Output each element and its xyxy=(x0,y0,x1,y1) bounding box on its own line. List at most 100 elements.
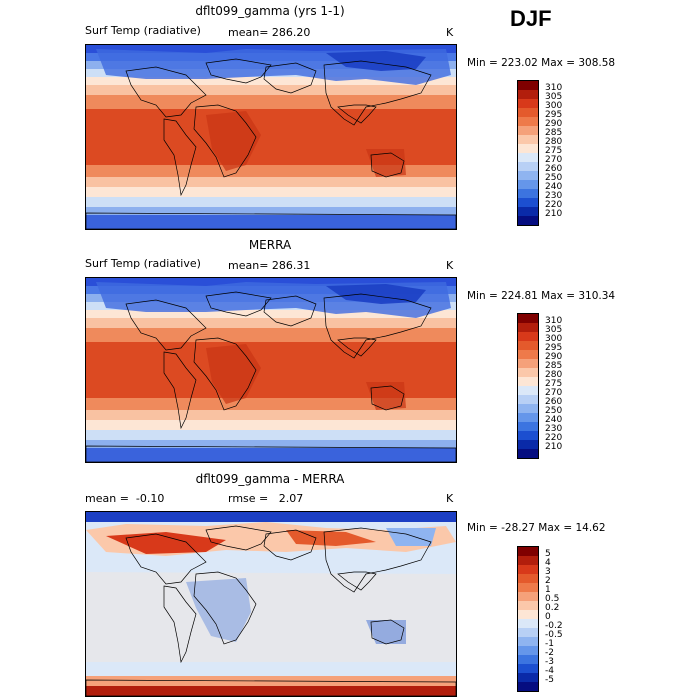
colorbar-tick-label: -5 xyxy=(545,675,554,685)
panel-2-map xyxy=(85,277,457,463)
colorbar-swatch xyxy=(518,350,538,359)
panel-3-unit: K xyxy=(446,492,454,505)
colorbar-swatch xyxy=(518,619,538,628)
colorbar-tick-label: -0.2 xyxy=(545,621,563,631)
colorbar-swatch xyxy=(518,556,538,565)
panel-1-title: dflt099_gamma (yrs 1-1) xyxy=(195,4,345,18)
colorbar-swatch xyxy=(518,395,538,404)
panel-1-map xyxy=(85,44,457,230)
colorbar-swatch xyxy=(518,377,538,386)
colorbar-swatch xyxy=(518,162,538,171)
colorbar-tick-label: 280 xyxy=(545,370,563,380)
colorbar-tick-label: 250 xyxy=(545,406,563,416)
colorbar-swatch xyxy=(518,314,538,323)
colorbar-tick-label: 300 xyxy=(545,101,563,111)
panel-2-stat-value: 286.31 xyxy=(271,259,311,272)
colorbar-tick-label: -0.5 xyxy=(545,630,563,640)
colorbar-swatch xyxy=(518,90,538,99)
colorbar-swatch xyxy=(518,323,538,332)
colorbar-swatch xyxy=(518,198,538,207)
colorbar-tick-label: 300 xyxy=(545,334,563,344)
colorbar-swatch xyxy=(518,449,538,458)
panel-3-mean-label: mean = -0.10 xyxy=(85,492,165,505)
colorbar-tick-label: 305 xyxy=(545,325,563,335)
panel-3-colorbar xyxy=(517,546,539,692)
panel-2-colorbar xyxy=(517,313,539,459)
colorbar-swatch xyxy=(518,153,538,162)
panel-1-minmax: Min = 223.02 Max = 308.58 xyxy=(467,57,616,69)
colorbar-swatch xyxy=(518,216,538,225)
colorbar-swatch xyxy=(518,628,538,637)
colorbar-tick-label: 270 xyxy=(545,388,563,398)
colorbar-swatch xyxy=(518,108,538,117)
colorbar-swatch xyxy=(518,646,538,655)
colorbar-tick-label: 3 xyxy=(545,567,551,577)
panel-2-unit: K xyxy=(446,259,454,272)
colorbar-tick-label: 295 xyxy=(545,110,563,120)
panel-2-stat-label: mean= 286.31 xyxy=(228,259,311,272)
colorbar-swatch xyxy=(518,135,538,144)
colorbar-tick-label: 285 xyxy=(545,128,563,138)
panel-2-minmax: Min = 224.81 Max = 310.34 xyxy=(467,290,616,302)
panel-3-map xyxy=(85,511,457,697)
panel-3-minmax: Min = -28.27 Max = 14.62 xyxy=(467,522,606,534)
colorbar-tick-label: 285 xyxy=(545,361,563,371)
colorbar-swatch xyxy=(518,386,538,395)
panel-3-stat-value: 2.07 xyxy=(278,492,304,505)
colorbar-tick-label: -4 xyxy=(545,666,554,676)
colorbar-tick-label: -2 xyxy=(545,648,554,658)
colorbar-tick-label: 280 xyxy=(545,137,563,147)
panel-1-stat-value: 286.20 xyxy=(271,26,311,39)
colorbar-swatch xyxy=(518,664,538,673)
colorbar-swatch xyxy=(518,431,538,440)
colorbar-tick-label: 230 xyxy=(545,191,563,201)
colorbar-tick-label: 290 xyxy=(545,119,563,129)
panel-3-title: dflt099_gamma - MERRA xyxy=(195,472,345,486)
colorbar-tick-label: 310 xyxy=(545,316,563,326)
colorbar-swatch xyxy=(518,189,538,198)
colorbar-tick-label: 275 xyxy=(545,146,563,156)
colorbar-tick-label: 0.5 xyxy=(545,594,560,604)
colorbar-swatch xyxy=(518,574,538,583)
colorbar-tick-label: 230 xyxy=(545,424,563,434)
panel-1-unit: K xyxy=(446,26,454,39)
colorbar-swatch xyxy=(518,583,538,592)
colorbar-swatch xyxy=(518,440,538,449)
colorbar-tick-label: 275 xyxy=(545,379,563,389)
colorbar-swatch xyxy=(518,81,538,90)
colorbar-tick-label: 0.2 xyxy=(545,603,560,613)
colorbar-tick-label: 260 xyxy=(545,164,563,174)
colorbar-swatch xyxy=(518,171,538,180)
colorbar-tick-label: 220 xyxy=(545,433,563,443)
panel-1-colorbar xyxy=(517,80,539,226)
colorbar-tick-label: 295 xyxy=(545,343,563,353)
colorbar-tick-label: 210 xyxy=(545,442,563,452)
colorbar-swatch xyxy=(518,404,538,413)
colorbar-swatch xyxy=(518,359,538,368)
panel-3-stat-label: rmse = 2.07 xyxy=(228,492,304,505)
colorbar-swatch xyxy=(518,601,538,610)
colorbar-tick-label: 2 xyxy=(545,576,551,586)
colorbar-swatch xyxy=(518,422,538,431)
colorbar-swatch xyxy=(518,341,538,350)
colorbar-swatch xyxy=(518,180,538,189)
colorbar-tick-label: -1 xyxy=(545,639,554,649)
colorbar-swatch xyxy=(518,682,538,691)
colorbar-swatch xyxy=(518,332,538,341)
colorbar-swatch xyxy=(518,368,538,377)
colorbar-tick-label: 0 xyxy=(545,612,551,622)
colorbar-tick-label: 305 xyxy=(545,92,563,102)
panel-2-title: MERRA xyxy=(248,238,292,252)
colorbar-swatch xyxy=(518,673,538,682)
colorbar-tick-label: 290 xyxy=(545,352,563,362)
colorbar-tick-label: 240 xyxy=(545,182,563,192)
colorbar-tick-label: 270 xyxy=(545,155,563,165)
colorbar-tick-label: 220 xyxy=(545,200,563,210)
colorbar-tick-label: 5 xyxy=(545,549,551,559)
colorbar-swatch xyxy=(518,592,538,601)
season-label: DJF xyxy=(510,6,552,31)
colorbar-swatch xyxy=(518,547,538,556)
colorbar-tick-label: 240 xyxy=(545,415,563,425)
panel-2-variable-label: Surf Temp (radiative) xyxy=(85,257,201,270)
colorbar-tick-label: 260 xyxy=(545,397,563,407)
